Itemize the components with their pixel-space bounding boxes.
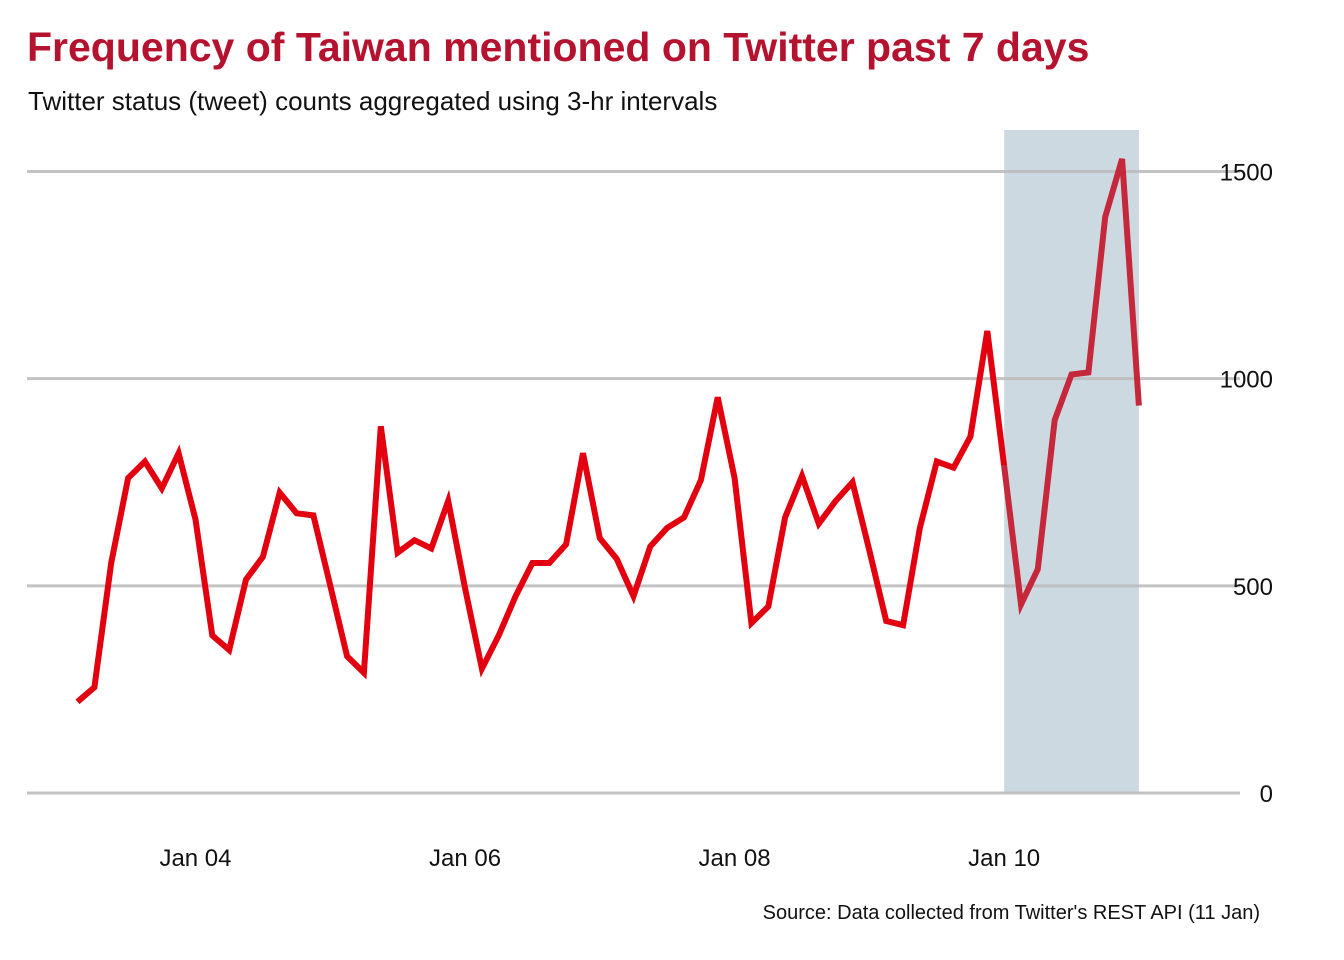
x-tick-label: Jan 10 — [968, 845, 1040, 872]
y-tick-label: 1500 — [1220, 159, 1273, 186]
gridlines — [27, 169, 1240, 795]
series-line — [75, 330, 1008, 705]
x-tick-label: Jan 04 — [159, 845, 231, 872]
y-tick-label: 1000 — [1220, 367, 1273, 394]
x-tick-label: Jan 06 — [429, 845, 501, 872]
y-tick-label: 0 — [1260, 781, 1273, 808]
x-axis-tick-labels: Jan 04 Jan 06 Jan 08 Jan 10 — [159, 845, 1040, 872]
y-tick-label: 500 — [1233, 574, 1273, 601]
x-tick-label: Jan 08 — [699, 845, 771, 872]
series-line-layer — [75, 158, 1142, 705]
chart-subtitle: Twitter status (tweet) counts aggregated… — [28, 86, 718, 116]
highlight-region — [1004, 130, 1139, 793]
y-axis-tick-labels: 0 500 1000 1500 — [1220, 159, 1273, 808]
chart-source-note: Source: Data collected from Twitter's RE… — [762, 902, 1260, 924]
series-line-highlighted — [1001, 158, 1142, 616]
highlight-region-layer — [1004, 130, 1139, 793]
chart-title: Frequency of Taiwan mentioned on Twitter… — [27, 24, 1090, 70]
